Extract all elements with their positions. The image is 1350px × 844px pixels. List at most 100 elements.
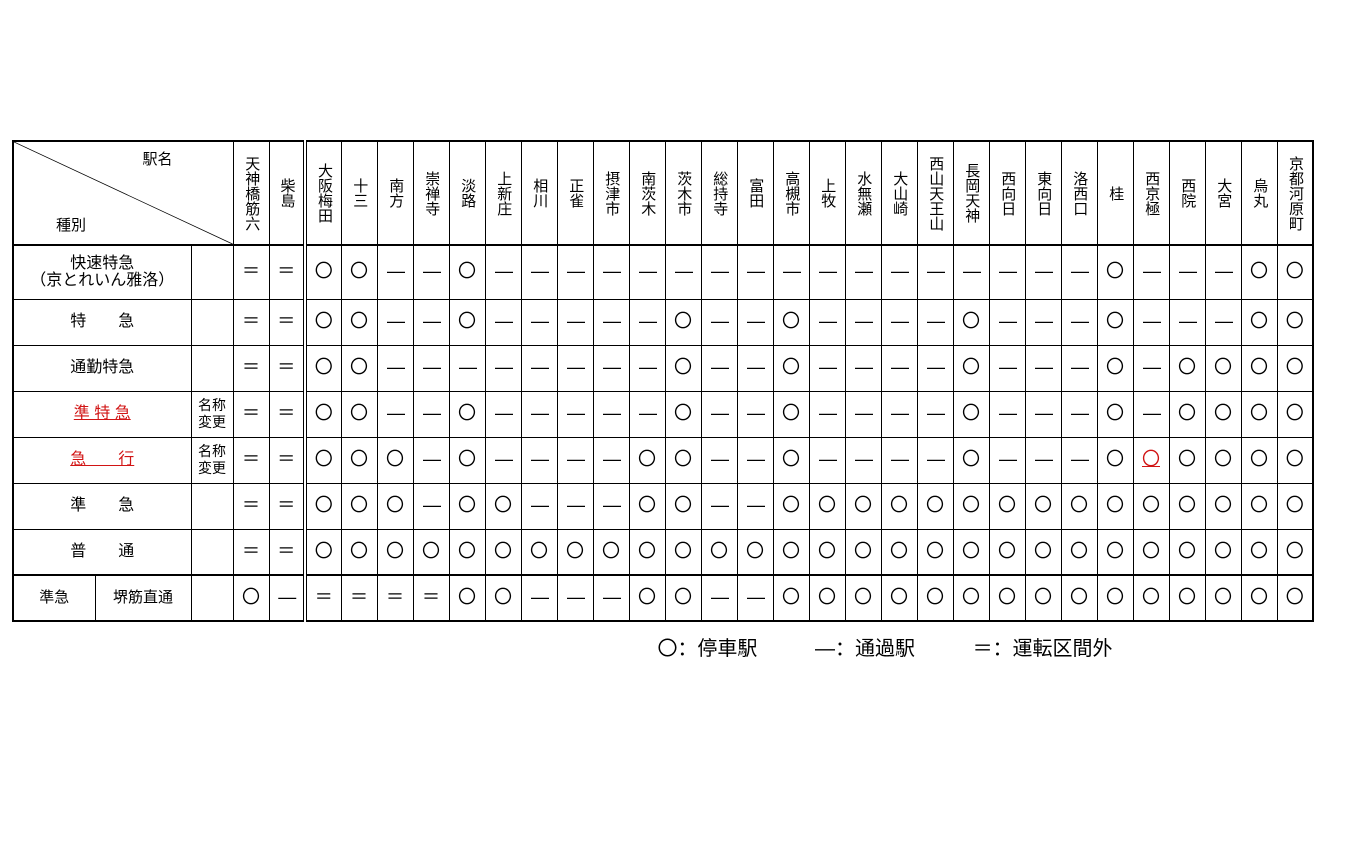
stop-cell: 〇	[773, 575, 809, 621]
stop-cell: ―	[413, 345, 449, 391]
stop-cell: 〇	[413, 529, 449, 575]
service-type-label: 普 通	[14, 543, 191, 561]
stop-cell: 〇	[1097, 575, 1133, 621]
stop-cell: 〇	[629, 437, 665, 483]
stop-cell: 〇	[485, 483, 521, 529]
stop-cell: 〇	[1097, 529, 1133, 575]
stop-cell: ＝	[269, 437, 305, 483]
stop-cell: 〇	[1277, 345, 1313, 391]
stop-cell: ―	[1205, 245, 1241, 299]
stop-cell: ―	[557, 575, 593, 621]
stop-cell: 〇	[305, 391, 341, 437]
service-type-label: 準 急	[14, 497, 191, 515]
stop-cell: 〇	[305, 345, 341, 391]
stop-cell: ＝	[269, 391, 305, 437]
service-type-cell: 快速特急 （京とれいん雅洛）	[13, 245, 191, 299]
stop-cell: ―	[557, 245, 593, 299]
stop-cell: 〇	[341, 345, 377, 391]
service-note-cell	[191, 299, 233, 345]
stop-cell: 〇	[449, 299, 485, 345]
stop-cell: ―	[593, 391, 629, 437]
stop-cell: ＝	[341, 575, 377, 621]
stop-cell: 〇	[809, 483, 845, 529]
stop-cell: ―	[377, 299, 413, 345]
stop-cell: ―	[737, 483, 773, 529]
stop-cell: 〇	[521, 529, 557, 575]
stop-cell: 〇	[773, 483, 809, 529]
stop-cell: 〇	[665, 391, 701, 437]
stop-cell: 〇	[1097, 391, 1133, 437]
station-header: 大宮	[1205, 141, 1241, 245]
stop-cell: ―	[1025, 345, 1061, 391]
stop-cell: ―	[413, 437, 449, 483]
table-body: 駅名種別天神橋筋六柴島大阪梅田十三南方崇禅寺淡路上新庄相川正雀摂津市南茨木茨木市…	[13, 141, 1313, 621]
bottom-type-cell: 準急	[13, 575, 95, 621]
stop-cell: 〇	[1205, 345, 1241, 391]
stop-cell: 〇	[1061, 575, 1097, 621]
stop-cell: 〇	[233, 575, 269, 621]
stop-cell: 〇	[1133, 483, 1169, 529]
stop-cell: ―	[809, 391, 845, 437]
station-header: 上牧	[809, 141, 845, 245]
stop-cell: 〇	[881, 529, 917, 575]
stop-cell: ―	[917, 437, 953, 483]
stop-cell: ＝	[233, 437, 269, 483]
stop-cell: 〇	[449, 391, 485, 437]
stop-cell: ―	[449, 345, 485, 391]
stop-cell: ―	[881, 437, 917, 483]
stop-cell: 〇	[1241, 345, 1277, 391]
stop-cell: ＝	[269, 529, 305, 575]
stop-cell: 〇	[953, 483, 989, 529]
stop-cell: 〇	[953, 529, 989, 575]
stop-cell: ―	[917, 391, 953, 437]
legend-out: ＝：運転区間外	[973, 638, 1113, 660]
stop-cell: ―	[1025, 299, 1061, 345]
stop-cell: ―	[413, 391, 449, 437]
stop-cell: 〇	[1025, 529, 1061, 575]
service-type-label: 通勤特急	[14, 359, 191, 377]
stop-cell: ―	[593, 245, 629, 299]
stop-cell: ―	[1061, 437, 1097, 483]
stop-cell: ―	[845, 391, 881, 437]
stop-cell: ―	[989, 437, 1025, 483]
stop-cell: 〇	[1169, 345, 1205, 391]
stop-cell: 〇	[665, 575, 701, 621]
stop-cell: ―	[1169, 299, 1205, 345]
stop-cell: ―	[1061, 345, 1097, 391]
stop-cell: 〇	[953, 391, 989, 437]
stop-cell: ―	[593, 575, 629, 621]
stop-cell: 〇	[1169, 483, 1205, 529]
stop-cell: ―	[845, 299, 881, 345]
stop-cell: 〇	[845, 529, 881, 575]
stop-cell: 〇	[773, 299, 809, 345]
stop-cell: ―	[1133, 245, 1169, 299]
stop-cell: 〇	[1277, 391, 1313, 437]
stop-cell: ―	[989, 245, 1025, 299]
stop-cell: 〇	[377, 437, 413, 483]
stop-cell: ―	[737, 437, 773, 483]
service-type-cell: 急 行	[13, 437, 191, 483]
stop-cell: 〇	[629, 529, 665, 575]
stop-cell: ―	[521, 345, 557, 391]
stop-cell: 〇	[773, 437, 809, 483]
stop-cell: ―	[485, 345, 521, 391]
stop-cell: 〇	[1133, 575, 1169, 621]
stop-cell: ―	[1061, 245, 1097, 299]
service-note-cell	[191, 345, 233, 391]
service-type-cell: 準 急	[13, 483, 191, 529]
stop-cell: 〇	[1277, 437, 1313, 483]
stop-cell: 〇	[1169, 575, 1205, 621]
service-note-cell: 名称 変更	[191, 437, 233, 483]
stop-cell: ―	[701, 575, 737, 621]
stop-cell: ―	[917, 245, 953, 299]
stop-cell: ―	[593, 299, 629, 345]
stop-cell: 〇	[449, 529, 485, 575]
stop-cell: 〇	[1205, 391, 1241, 437]
station-header: 西院	[1169, 141, 1205, 245]
stop-cell: 〇	[485, 575, 521, 621]
stop-cell: ―	[593, 345, 629, 391]
stop-cell: ―	[881, 345, 917, 391]
service-type-label: 急 行	[14, 451, 191, 469]
stop-cell: 〇	[1097, 345, 1133, 391]
stop-cell: 〇	[809, 575, 845, 621]
